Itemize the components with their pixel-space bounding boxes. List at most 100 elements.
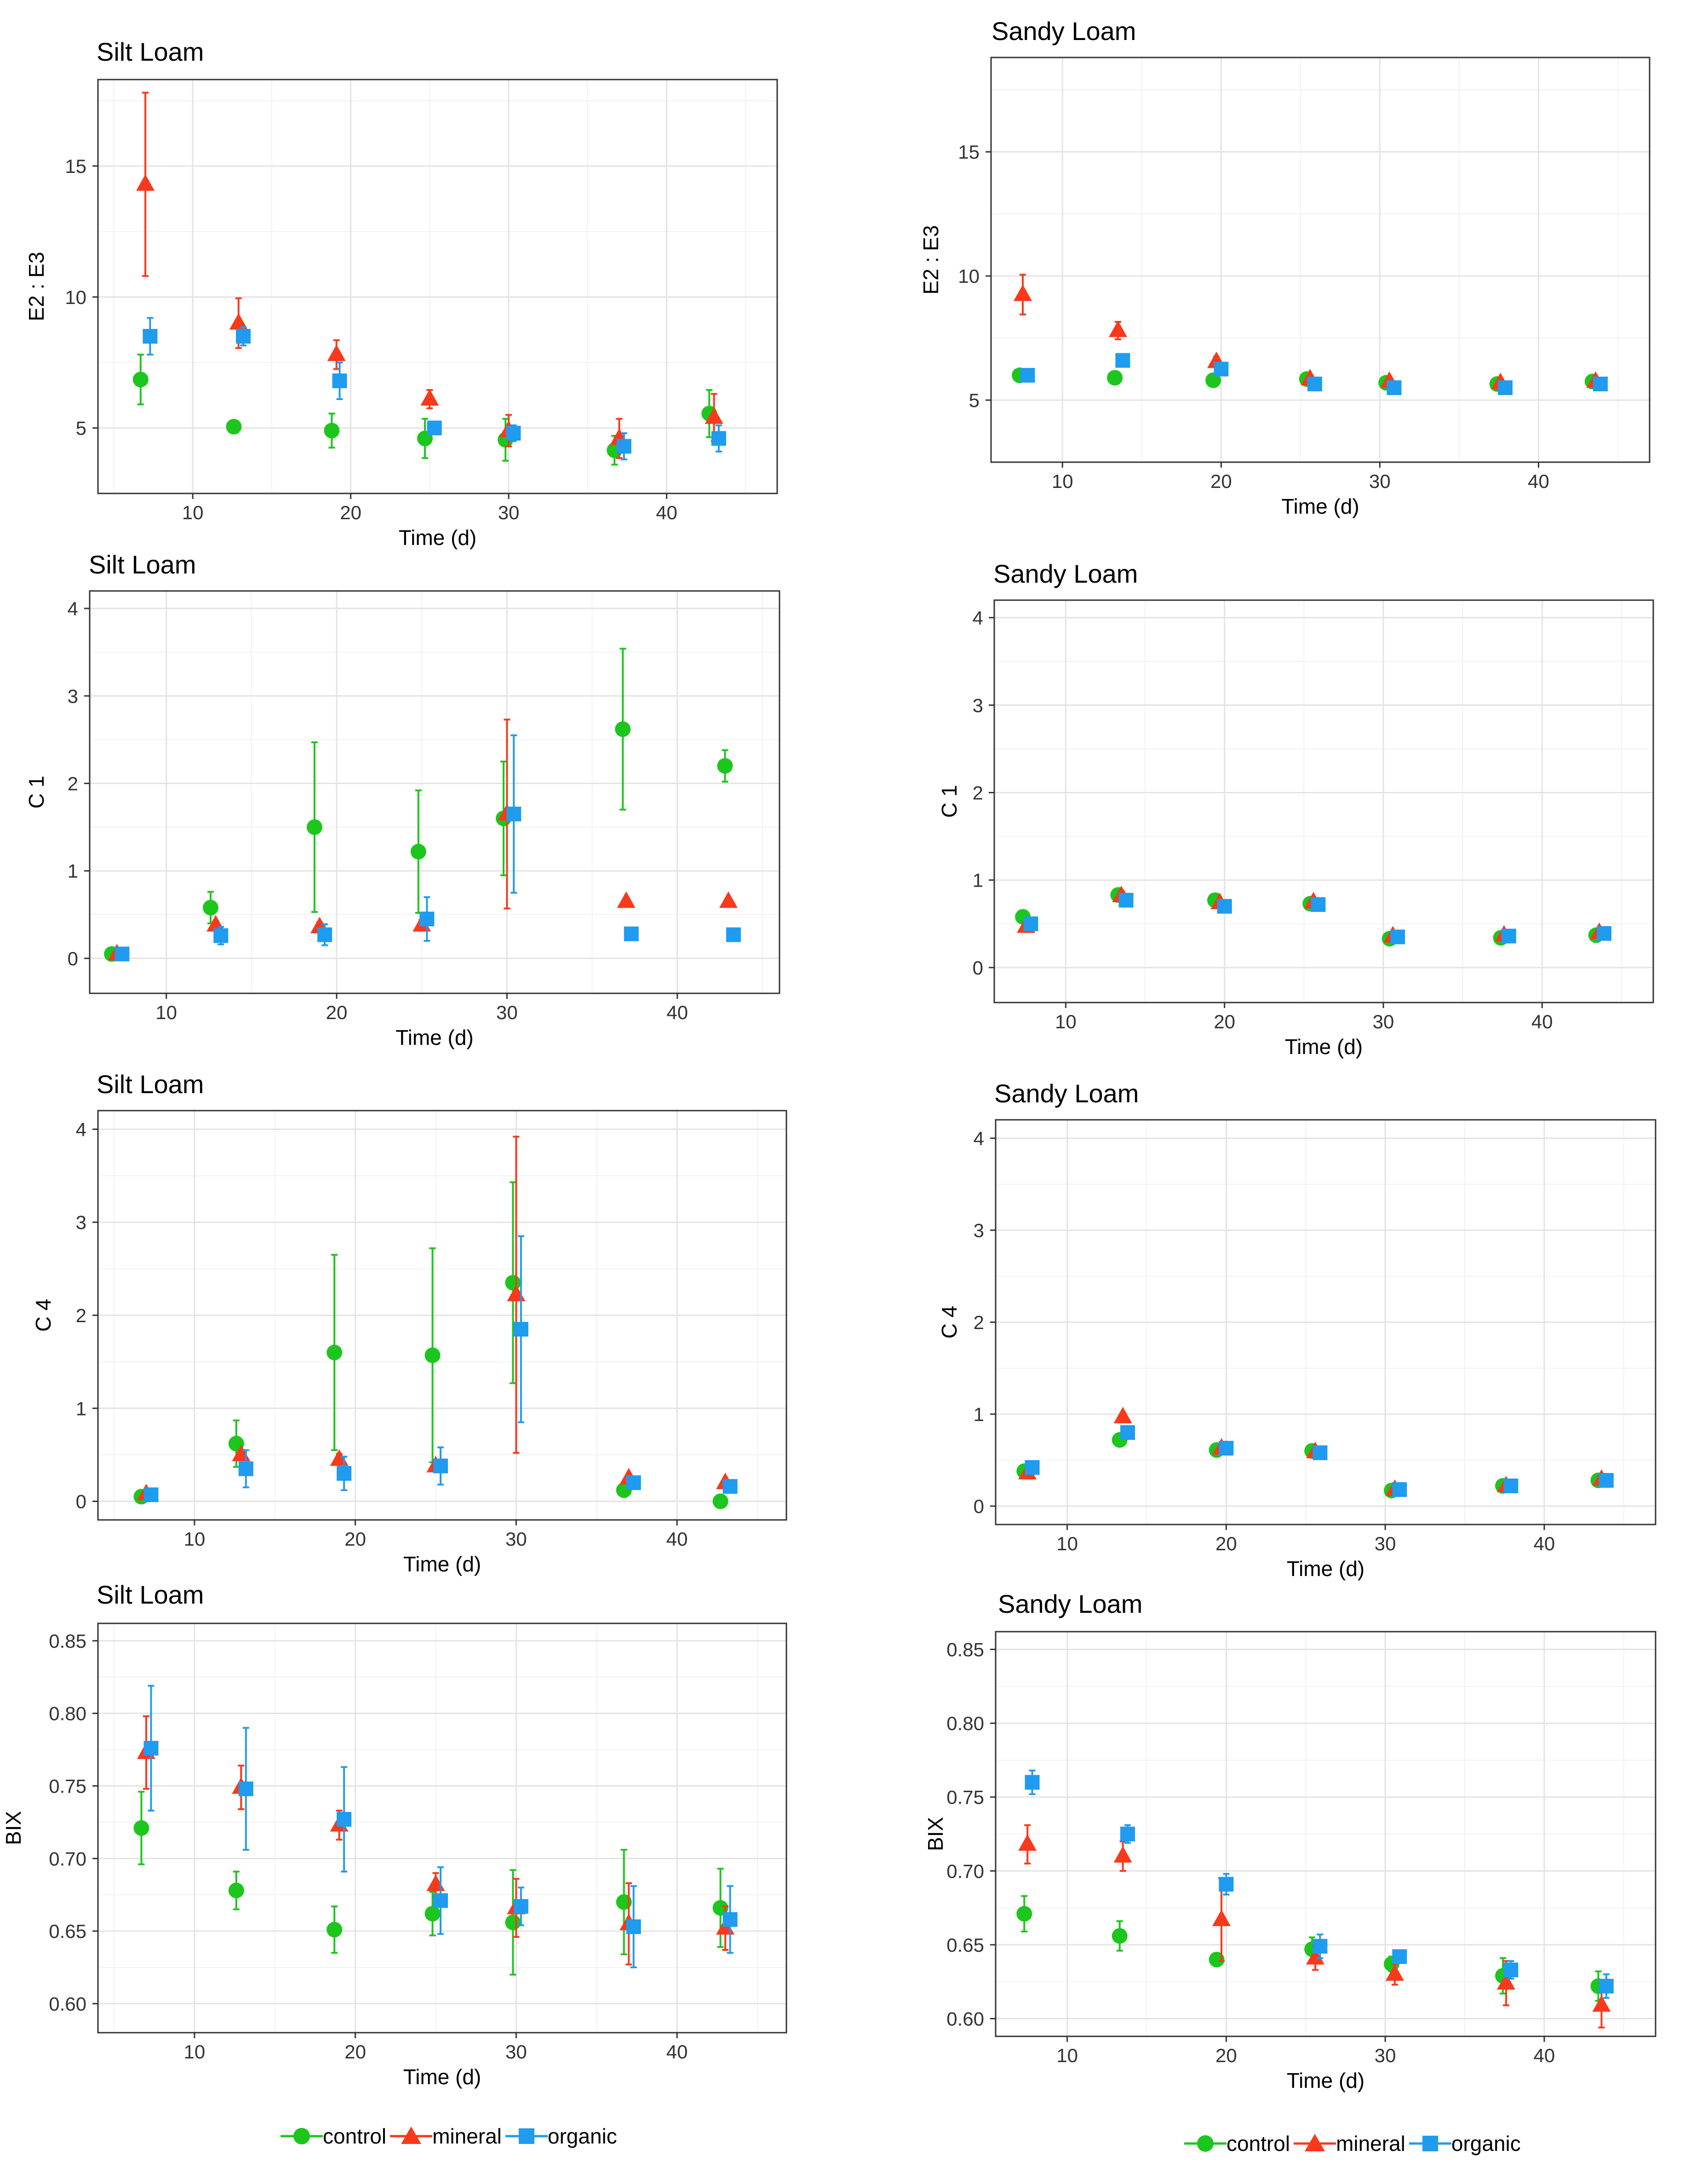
legend-label: mineral [1336,2132,1405,2155]
data-point-organic [722,1479,738,1494]
data-point-mineral [1306,1948,1325,1965]
bix-sandy-plot: 10 20 30 40 0.60 0.65 0.70 0.75 0.80 0.85 Time (d)… [923,1631,1656,2092]
data-point-organic [1311,897,1326,912]
data-point-control [1107,370,1123,386]
panel-c1-silt: Silt Loam 10 20 30 40 0 1 2 3 4 Time (d) C 1 [0,538,805,1053]
data-point-organic [337,1812,352,1827]
y-tick-label: 0.75 [946,1787,984,1808]
panel-title: Sandy Loam [992,17,1136,46]
x-tick-label: 20 [344,2041,366,2063]
x-axis-title: Time (d) [399,526,477,550]
data-point-control [327,1344,343,1360]
legend-item-control: control [281,2124,386,2149]
data-point-control [712,1493,728,1509]
y-tick-label: 1 [973,870,983,891]
legend-label: control [323,2124,387,2148]
y-tick-label: 0.80 [49,1703,86,1725]
data-point-mineral [1109,320,1128,337]
data-point-mineral [136,174,155,191]
x-tick-label: 40 [1534,1533,1555,1554]
data-point-organic [726,927,741,942]
c1-silt-plot: 10 20 30 40 0 1 2 3 4 Time (d) C 1 [24,590,780,1049]
data-point-organic [1023,916,1038,931]
data-point-organic [1219,1441,1234,1456]
y-tick-label: 2 [68,773,78,794]
y-tick-label: 0 [973,957,983,979]
y-tick-label: 3 [973,694,983,716]
y-tick-label: 4 [974,1128,984,1149]
x-tick-label: 10 [184,1528,206,1550]
y-tick-label: 4 [76,1118,86,1140]
x-axis-title: Time (d) [395,1026,474,1049]
panel-bix-silt: Silt Loam 10 20 30 40 0.60 0.65 0.70 0.75 0.80 0.… [0,1568,805,2111]
data-point-control [133,1820,149,1836]
data-point-mineral [1018,1834,1037,1851]
y-tick-label: 3 [68,685,78,707]
x-axis-title: Time (d) [1287,2069,1365,2092]
bix-silt-plot: 10 20 30 40 0.60 0.65 0.70 0.75 0.80 0.85 Time (d)… [1,1622,787,2089]
data-point-mineral [719,891,738,908]
data-point-organic [213,928,229,943]
x-tick-label: 20 [1210,470,1232,492]
data-point-organic [317,927,332,942]
x-tick-label: 20 [1215,2045,1237,2066]
data-point-organic [1503,1479,1519,1493]
x-axis-title: Time (d) [403,2065,481,2089]
data-point-organic [143,329,158,344]
x-tick-label: 30 [1375,1533,1396,1554]
square-marker-icon [505,2125,548,2148]
data-point-organic [143,1741,159,1756]
data-point-organic [143,1487,159,1502]
plot-background [90,591,779,993]
y-tick-label: 0 [68,948,78,969]
data-point-organic [1501,929,1516,944]
panel-bix-sandy: Sandy Loam 10 20 30 40 0.60 0.65 0.70 0.75 0.80 0… [874,1577,1702,2120]
x-tick-label: 20 [1214,1011,1235,1032]
data-point-control [324,423,340,439]
data-point-control [505,1275,521,1291]
data-point-mineral [1385,1964,1404,1981]
y-tick-label: 0.70 [946,1860,984,1882]
panel-title: Sandy Loam [993,559,1138,588]
data-point-organic [1313,1939,1328,1954]
data-point-organic [1599,1473,1614,1488]
data-point-control [226,418,242,435]
data-point-organic [1593,376,1608,391]
data-point-mineral [1212,1909,1231,1926]
x-tick-label: 20 [326,1002,348,1023]
data-point-organic [433,1458,448,1473]
y-tick-label: 0.60 [49,1993,86,2015]
panel-title: Silt Loam [97,37,204,66]
x-tick-label: 10 [1055,1011,1077,1032]
data-point-organic [1217,899,1232,914]
data-point-mineral [229,313,248,330]
data-point-organic [1392,1949,1407,1964]
x-tick-label: 40 [666,2041,688,2063]
y-tick-label: 5 [969,390,980,411]
x-tick-label: 30 [1369,470,1391,492]
data-point-mineral [1496,1973,1515,1990]
data-point-organic [616,439,631,454]
x-tick-label: 30 [1373,1011,1394,1032]
legend-item-control: control [1184,2131,1290,2156]
x-tick-label: 20 [1215,1533,1237,1554]
data-point-organic [1313,1445,1328,1460]
x-tick-label: 10 [1056,2045,1078,2066]
x-tick-label: 40 [1534,2045,1555,2066]
plot-border [995,1631,1656,2037]
x-axis-title: Time (d) [1287,1557,1365,1581]
x-tick-label: 40 [1528,470,1549,492]
data-point-control [132,372,149,388]
y-tick-label: 0.75 [49,1775,86,1797]
y-axis-title: C 4 [937,1306,961,1339]
x-tick-label: 40 [1531,1011,1553,1032]
legend-right: control mineral organic [1184,2131,1525,2156]
data-point-organic [1025,1460,1040,1475]
panel-c4-sandy: Sandy Loam 10 20 30 40 0 1 2 3 4 Time (d) C 4 [874,1067,1702,1582]
triangle-marker-icon [1294,2132,1336,2155]
plot-border [97,1622,787,2034]
circle-marker-icon [1184,2132,1227,2155]
data-point-organic [722,1912,738,1927]
legend-item-organic: organic [505,2124,617,2149]
data-point-organic [1020,368,1035,383]
